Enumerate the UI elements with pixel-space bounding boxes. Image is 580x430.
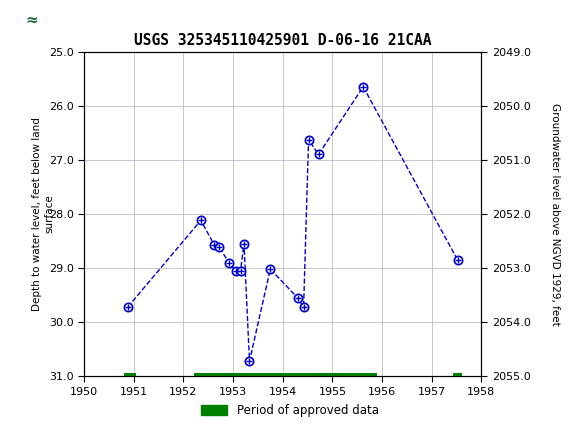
Bar <box>6 4 58 36</box>
Legend: Period of approved data: Period of approved data <box>197 399 383 422</box>
Y-axis label: Groundwater level above NGVD 1929, feet: Groundwater level above NGVD 1929, feet <box>550 102 560 326</box>
Text: ≈: ≈ <box>26 12 38 28</box>
Y-axis label: Depth to water level, feet below land
surface: Depth to water level, feet below land su… <box>32 117 54 311</box>
Title: USGS 325345110425901 D-06-16 21CAA: USGS 325345110425901 D-06-16 21CAA <box>134 33 432 48</box>
Text: USGS: USGS <box>75 11 130 29</box>
